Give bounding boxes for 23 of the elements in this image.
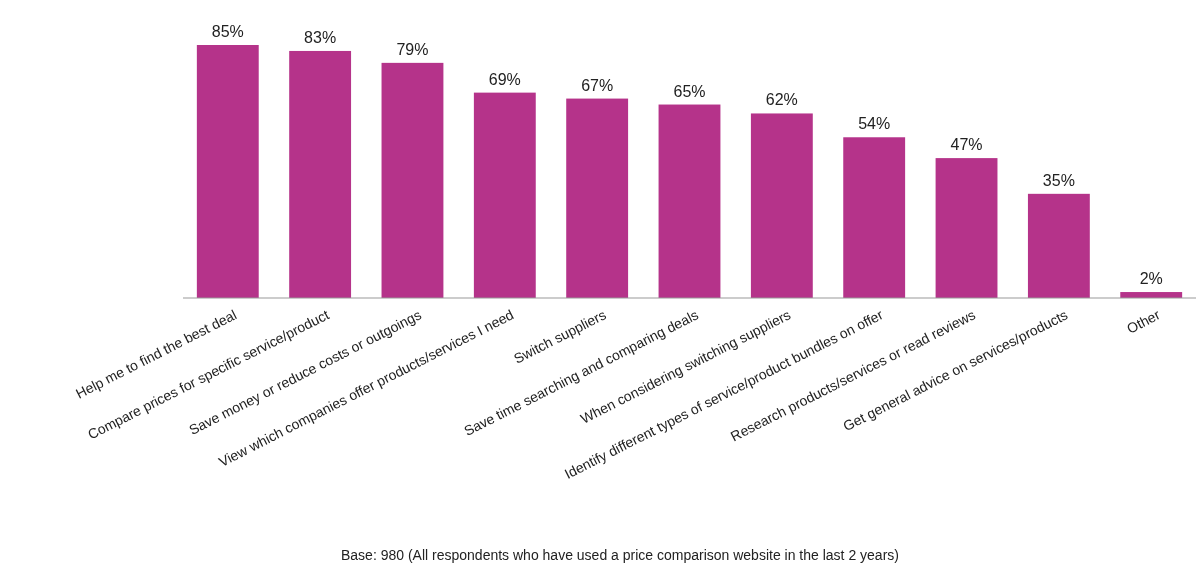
data-label: 79% bbox=[396, 40, 429, 58]
text: Base: 980 (All respondents who have used a price comparison website in the last 2 years) bbox=[341, 547, 899, 563]
data-label: 47% bbox=[950, 136, 983, 154]
bar bbox=[289, 50, 352, 298]
bar bbox=[935, 158, 998, 298]
bar bbox=[196, 45, 259, 298]
data-label: 85% bbox=[211, 23, 244, 40]
bar bbox=[1027, 193, 1090, 298]
data-label: 35% bbox=[1042, 171, 1075, 189]
x-tick-label: Other bbox=[1124, 306, 1163, 337]
bar bbox=[473, 92, 536, 298]
data-label: 65% bbox=[673, 82, 706, 100]
bar bbox=[843, 137, 906, 298]
bar bbox=[658, 104, 721, 298]
data-label: 2% bbox=[1139, 270, 1163, 288]
data-label: 54% bbox=[858, 115, 891, 133]
data-label: 62% bbox=[765, 91, 798, 109]
data-label: 83% bbox=[304, 28, 337, 46]
bar bbox=[750, 113, 813, 298]
bar bbox=[566, 98, 629, 298]
data-label: 67% bbox=[581, 76, 614, 94]
data-label: 69% bbox=[488, 70, 521, 88]
bar bbox=[381, 62, 444, 298]
